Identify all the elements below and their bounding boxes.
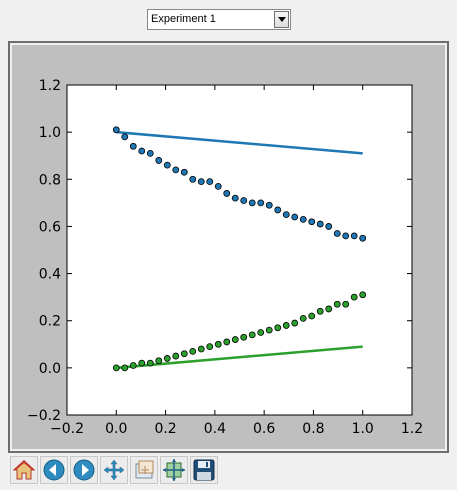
save-icon	[193, 459, 215, 481]
back-button[interactable]	[40, 456, 68, 484]
scatter-point-s2	[197, 345, 205, 353]
x-tick-label: 0.0	[105, 421, 127, 437]
subplots-button[interactable]	[160, 456, 188, 484]
x-tick-label: 0.8	[302, 421, 324, 437]
scatter-point-s2	[163, 355, 171, 362]
scatter-point-s2	[121, 364, 129, 372]
pan-icon	[103, 459, 125, 481]
y-tick-label: 0.0	[39, 361, 61, 377]
scatter-point-s1	[240, 197, 248, 204]
y-tick-label: 0.2	[39, 314, 61, 330]
zoom-button[interactable]	[130, 456, 158, 484]
scatter-point-s1	[180, 168, 188, 176]
y-tick-label: 0.8	[39, 172, 61, 188]
scatter-point-s1	[359, 234, 367, 242]
scatter-point-s1	[257, 199, 265, 207]
scatter-point-s2	[291, 319, 299, 327]
scatter-point-s2	[180, 350, 188, 358]
forward-icon	[73, 459, 95, 481]
pan-button[interactable]	[100, 456, 128, 484]
scatter-point-s1	[342, 232, 350, 240]
y-tick-label: −0.2	[27, 408, 61, 424]
scatter-point-s1	[350, 232, 358, 240]
zoom-icon	[135, 460, 154, 479]
scatter-point-s2	[308, 312, 316, 320]
scatter-point-s1	[223, 190, 231, 197]
scatter-point-s2	[223, 338, 231, 346]
x-tick-label: 0.2	[154, 421, 176, 437]
scatter-point-s1	[299, 215, 307, 223]
scatter-point-s1	[129, 142, 137, 150]
scatter-point-s2	[240, 333, 248, 341]
scatter-point-s1	[146, 149, 154, 157]
forward-button[interactable]	[70, 456, 98, 484]
scatter-point-s2	[350, 293, 358, 301]
scatter-point-s2	[282, 322, 290, 329]
scatter-point-s1	[308, 218, 316, 226]
scatter-point-s2	[274, 324, 282, 332]
scatter-point-s2	[265, 326, 273, 334]
y-tick-label: 1.0	[39, 125, 61, 141]
y-tick-label: 1.2	[39, 78, 61, 94]
experiment-dropdown[interactable]: Experiment 1	[147, 9, 291, 30]
scatter-point-s2	[206, 343, 214, 351]
plot-area	[66, 84, 413, 416]
scatter-point-s1	[121, 133, 129, 141]
y-tick-label: 0.6	[39, 219, 61, 235]
home-icon	[12, 460, 36, 480]
scatter-point-s1	[282, 211, 290, 219]
scatter-point-s2	[155, 357, 163, 365]
scatter-point-s1	[265, 201, 273, 209]
scatter-point-s1	[274, 206, 282, 214]
scatter-point-s1	[163, 161, 171, 169]
chart: −0.2 0.0 0.2 0.4 0.6 0.8 1.0 1.2 −0.2 0.0 0.2 0.4 0.…	[27, 78, 423, 437]
scatter-point-s2	[248, 331, 256, 339]
scatter-point-s1	[197, 178, 205, 186]
scatter-point-s1	[206, 178, 214, 186]
chevron-down-icon[interactable]	[274, 11, 289, 28]
scatter-point-s2	[359, 291, 367, 299]
scatter-point-s2	[325, 305, 333, 313]
scatter-point-s1	[333, 230, 341, 237]
scatter-point-s2	[257, 329, 265, 336]
x-tick-label: 1.2	[401, 421, 423, 437]
scatter-point-s2	[299, 314, 307, 322]
x-tick-label: 0.6	[253, 421, 275, 437]
x-tick-label: −0.2	[50, 421, 84, 437]
plot-canvas[interactable]: −0.2 0.0 0.2 0.4 0.6 0.8 1.0 1.2 −0.2 0.0 0.2 0.4 0.…	[12, 45, 445, 449]
scatter-point-s1	[112, 126, 120, 134]
scatter-point-s2	[112, 364, 120, 372]
scatter-point-s2	[172, 352, 180, 360]
scatter-point-s1	[291, 213, 299, 221]
scatter-point-s1	[316, 220, 324, 228]
scatter-point-s1	[138, 147, 146, 155]
series-line-1	[116, 130, 363, 155]
scatter-point-s2	[316, 307, 324, 315]
subplots-icon	[163, 459, 185, 481]
scatter-point-s1	[172, 166, 180, 174]
x-tick-label: 0.4	[204, 421, 226, 437]
x-tick-label: 1.0	[352, 421, 374, 437]
experiment-dropdown-value: Experiment 1	[151, 13, 216, 25]
scatter-point-s2	[146, 359, 154, 367]
scatter-point-s1	[231, 194, 239, 202]
scatter-point-s2	[342, 300, 350, 308]
save-button[interactable]	[190, 456, 218, 484]
scatter-point-s2	[231, 336, 239, 343]
back-icon	[43, 459, 65, 481]
scatter-point-s2	[189, 347, 197, 355]
plot-canvas-frame: −0.2 0.0 0.2 0.4 0.6 0.8 1.0 1.2 −0.2 0.0 0.2 0.4 0.…	[8, 41, 449, 453]
scatter-point-s1	[325, 223, 333, 230]
scatter-point-s2	[138, 359, 146, 367]
scatter-point-s2	[214, 340, 222, 348]
scatter-point-s1	[214, 182, 222, 190]
scatter-point-s1	[155, 157, 163, 164]
series-line-2	[116, 345, 363, 370]
scatter-point-s2	[129, 362, 137, 369]
y-tick-label: 0.4	[39, 267, 61, 283]
scatter-point-s1	[189, 175, 197, 183]
home-button[interactable]	[10, 456, 38, 484]
scatter-point-s2	[333, 300, 341, 308]
scatter-point-s1	[248, 199, 256, 207]
